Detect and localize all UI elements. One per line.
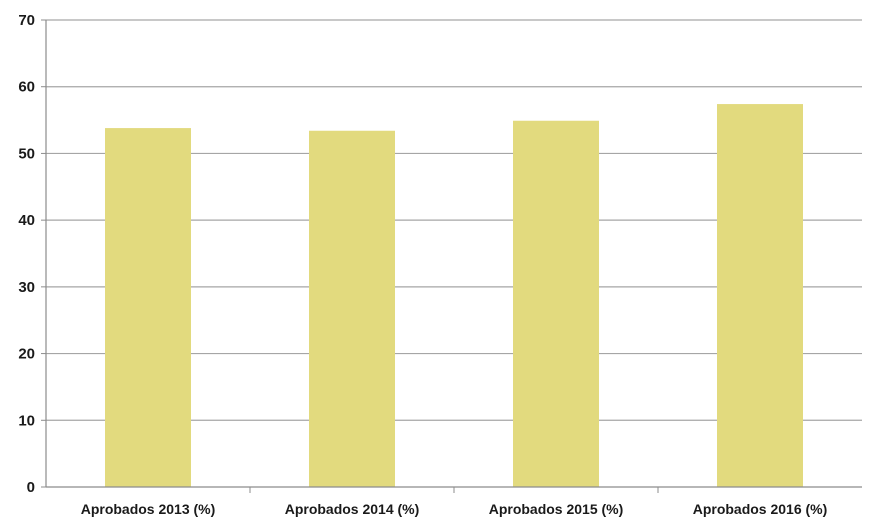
y-tick-label-10: 10 — [18, 412, 35, 429]
x-category-label-1: Aprobados 2013 (%) — [81, 501, 216, 517]
y-tick-label-20: 20 — [18, 346, 35, 363]
bar-3 — [513, 120, 599, 487]
bar-4 — [717, 104, 803, 487]
y-tick-label-30: 30 — [18, 279, 35, 296]
y-tick-label-40: 40 — [18, 212, 35, 229]
axes — [41, 19, 862, 493]
bar-1 — [105, 128, 191, 487]
y-tick-label-0: 0 — [27, 479, 35, 496]
bars — [105, 104, 803, 487]
x-category-label-3: Aprobados 2015 (%) — [489, 501, 624, 517]
y-tick-label-70: 70 — [18, 12, 35, 29]
x-category-label-4: Aprobados 2016 (%) — [693, 501, 828, 517]
bar-2 — [309, 130, 395, 487]
y-tick-label-60: 60 — [18, 79, 35, 96]
y-axis-ticks: 0 10 20 30 40 50 60 70 — [18, 12, 35, 496]
x-axis-labels: Aprobados 2013 (%) Aprobados 2014 (%) Apro… — [81, 501, 828, 517]
y-tick-label-50: 50 — [18, 145, 35, 162]
x-category-label-2: Aprobados 2014 (%) — [285, 501, 420, 517]
